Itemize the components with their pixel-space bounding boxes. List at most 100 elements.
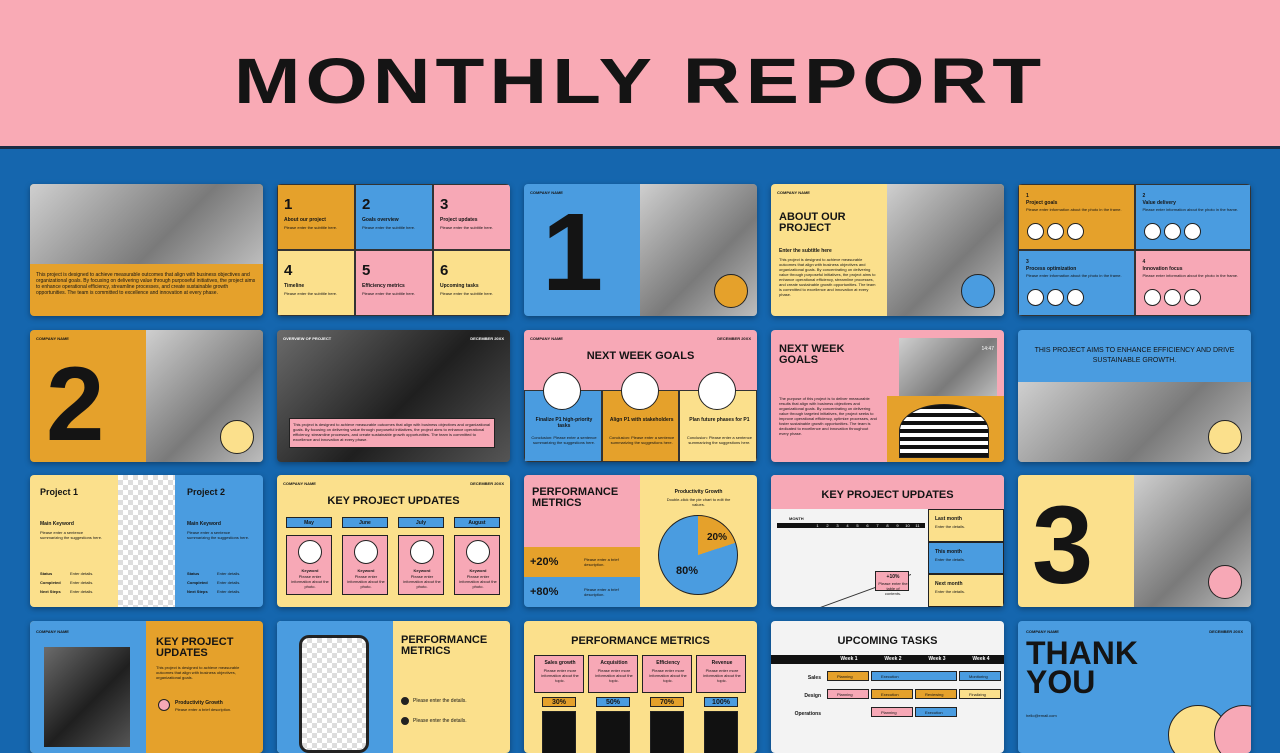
badge-note: Please enter the table of contents. (878, 581, 908, 596)
title: KEY PROJECT UPDATES (327, 495, 460, 507)
metric-value: 100% (704, 697, 738, 707)
photo-circle (1067, 289, 1084, 306)
icon (401, 697, 409, 705)
tick: 4 (846, 523, 849, 528)
panel (524, 475, 640, 547)
email: hello@email.com (1026, 713, 1057, 718)
keyword: Main Keyword (40, 521, 74, 527)
metric-bar (542, 711, 576, 753)
body: The purpose of this project is to delive… (779, 396, 877, 436)
goal-number: 2 (1142, 193, 1146, 199)
agenda-number: 4 (284, 262, 293, 279)
note: Please enter information about the photo… (347, 574, 385, 589)
note: Please enter information about the photo… (459, 574, 497, 589)
goal-note: Conclusion: Please enter a sentence summ… (686, 435, 752, 445)
note: Please enter information about the photo… (291, 574, 329, 589)
number: 3 (1032, 484, 1094, 607)
photo-circle (1027, 289, 1044, 306)
goal-cell: 4 Innovation focus Please enter informatio… (1134, 250, 1251, 316)
task: Finalizing (959, 689, 1001, 699)
detail: Please enter the details. (413, 718, 467, 724)
period-detail: Enter the details. (935, 524, 966, 529)
month-tab: August (454, 517, 500, 528)
header-band (771, 475, 1004, 509)
period: Next month Enter the details. (928, 574, 1004, 607)
photo-circle (1183, 289, 1201, 306)
agenda-number: 2 (362, 196, 371, 213)
metric-note: Please enter more information about the … (649, 668, 687, 683)
goal-note: Please enter information about the photo… (1142, 207, 1239, 212)
panel (524, 577, 640, 607)
pie (658, 515, 738, 595)
date: DECEMBER 20XX (717, 336, 751, 341)
row-detail: Enter details. (70, 589, 94, 594)
row-detail: Enter details. (217, 571, 241, 576)
photo-circle (298, 540, 322, 564)
goal-note: Conclusion: Please enter a sentence summ… (531, 435, 597, 445)
stat-note: Please enter a brief description. (584, 557, 619, 567)
week-band (771, 655, 1004, 664)
photo-circle (543, 372, 581, 410)
row-label: Next Steps (187, 589, 208, 594)
slide: PERFORMANCE METRICS Sales growth Please en… (524, 621, 757, 753)
note: Please enter a sentence summarizing the … (40, 530, 103, 540)
task: Monitoring (959, 671, 1001, 681)
metric: Acquisition (600, 660, 628, 666)
circle (714, 274, 748, 308)
month-tab: May (286, 517, 332, 528)
slide: OVERVIEW OF PROJECT DECEMBER 20XX This p… (277, 330, 510, 462)
company: COMPANY NAME (1026, 629, 1059, 634)
agenda-note: Please enter the subtitle here. (440, 225, 494, 230)
period: This month Enter the details. (928, 541, 1004, 575)
period-detail: Enter the details. (935, 556, 966, 562)
note: Please enter a sentence summarizing the … (187, 530, 250, 540)
time: 14:47 (981, 346, 994, 352)
tick: 3 (836, 523, 839, 528)
photo-circle (1143, 289, 1161, 306)
slide: KEY PROJECT UPDATESMONTH123456789101112+… (771, 475, 1004, 607)
metric-bar (704, 711, 738, 753)
agenda-cell: 2 Goals overview Please enter the subtitle… (355, 184, 433, 250)
team: Sales (807, 675, 821, 681)
company: COMPANY NAME (283, 481, 316, 486)
photo-circle (1047, 289, 1064, 306)
tick: 6 (866, 523, 869, 528)
axis-label: MONTH (789, 516, 804, 521)
agenda-label: Efficiency metrics (362, 283, 405, 289)
tick: 11 (915, 523, 920, 528)
task: Execution (915, 707, 957, 717)
metric: Sales growth (544, 660, 576, 666)
quote: THIS PROJECT AIMS TO ENHANCE EFFICIENCY … (1034, 347, 1235, 364)
period-label: Next month (935, 581, 963, 588)
metric-value: 30% (542, 697, 576, 707)
slide: 3 (1018, 475, 1251, 607)
tick: 12 (923, 523, 932, 528)
agenda-note: Please enter the subtitle here. (284, 225, 338, 230)
period-detail: Enter the details. (935, 589, 966, 595)
metric-card: Sales growth Please enter more informatio… (534, 655, 584, 693)
tick: 5 (856, 523, 859, 528)
slide: PERFORMANCE METRICS Please enter the det… (277, 621, 510, 753)
metric-note: Please enter more information about the … (595, 668, 633, 683)
project: Project 2 (187, 487, 226, 497)
agenda-label: Goals overview (362, 217, 399, 223)
goal-note: Please enter information about the photo… (1026, 207, 1122, 212)
period-label: This month (935, 548, 962, 555)
agenda-number: 1 (284, 196, 293, 213)
update-card: Keyword Please enter information about th… (398, 535, 444, 595)
photo-circle (410, 540, 434, 564)
circle (220, 420, 254, 454)
week: Week 2 (884, 656, 902, 662)
agenda-cell: 3 Project updates Please enter the subtitl… (433, 184, 510, 250)
body: This project is designed to achieve meas… (779, 257, 876, 297)
panel (30, 475, 118, 607)
title: PERFORMANCE METRICS (401, 634, 488, 657)
slide: COMPANY NAME DECEMBER 20XX KEY PROJECT UPD… (277, 475, 510, 607)
number: 1 (542, 191, 604, 314)
company: COMPANY NAME (36, 629, 69, 634)
tick: 1 (816, 523, 819, 528)
photo-circle (1183, 223, 1201, 240)
row-detail: Enter details. (70, 580, 94, 585)
date: DECEMBER 20XX (1209, 629, 1243, 634)
photo-circle (620, 372, 659, 410)
